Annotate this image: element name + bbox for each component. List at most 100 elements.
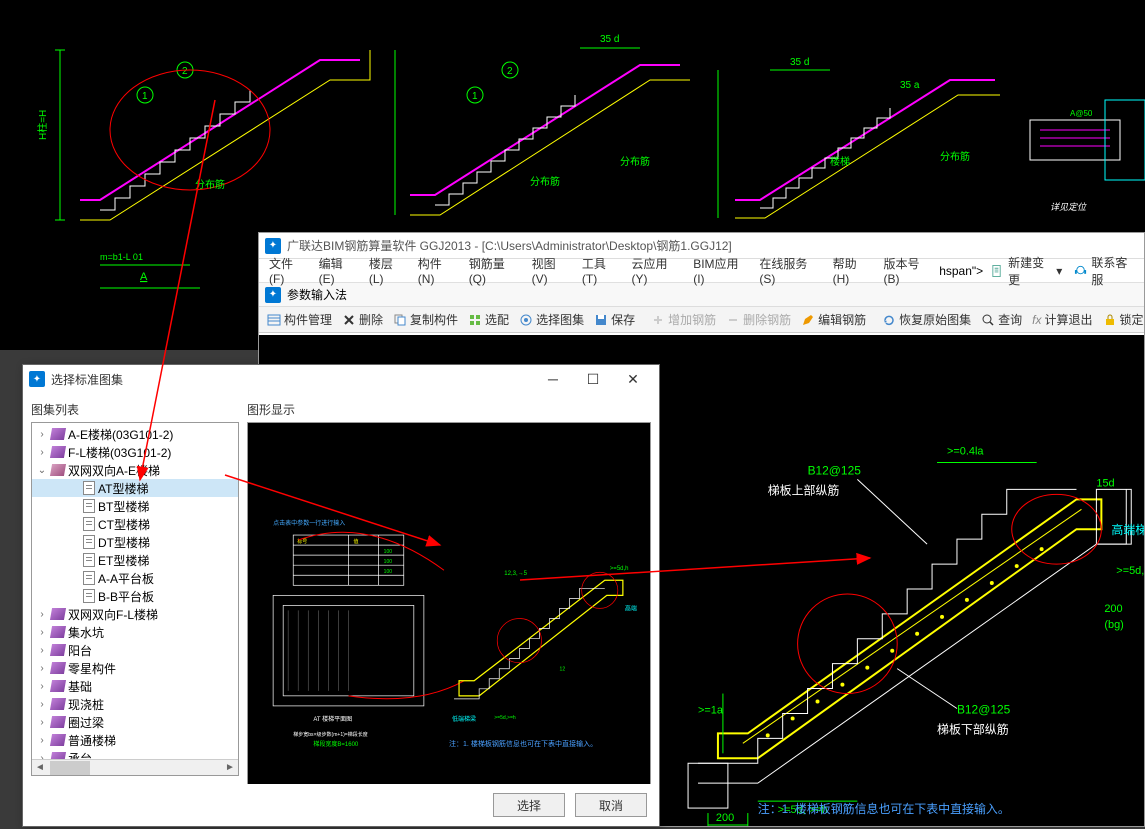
minus-icon	[726, 313, 740, 327]
tree-stair[interactable]: 普通楼梯	[68, 732, 116, 749]
menu-rebar[interactable]: 钢筋量(Q)	[463, 253, 526, 288]
menu-bim[interactable]: BIM应用(I)	[687, 253, 753, 288]
svg-text:点击表中参数一行进行输入: 点击表中参数一行进行输入	[273, 519, 345, 527]
tree-bb[interactable]: B-B平台板	[98, 588, 154, 605]
tree-sump[interactable]: 集水坑	[68, 624, 104, 641]
svg-text:100: 100	[384, 549, 393, 555]
tree-pile[interactable]: 现浇桩	[68, 696, 104, 713]
menu-tools[interactable]: 工具(T)	[576, 253, 626, 288]
x-icon	[342, 313, 356, 327]
svg-text:高端: 高端	[625, 604, 637, 612]
tree-ae[interactable]: A-E楼梯(03G101-2)	[68, 426, 173, 443]
svg-text:注：1. 楼梯板钢筋信息也可在下表中直接输入。: 注：1. 楼梯板钢筋信息也可在下表中直接输入。	[449, 739, 597, 748]
tree-pane: 图集列表 ›A-E楼梯(03G101-2) ›F-L楼梯(03G101-2) ⌄…	[31, 401, 239, 776]
tool-delete[interactable]: 删除	[338, 309, 387, 330]
menu-help[interactable]: 帮助(H)	[827, 253, 878, 288]
svg-text:>=1a: >=1a	[698, 704, 724, 716]
menu-floor[interactable]: 楼层(L)	[363, 253, 412, 288]
tree-dt[interactable]: DT型楼梯	[98, 534, 150, 551]
preview-label: 图形显示	[247, 401, 651, 418]
sub-icon: ✦	[265, 287, 281, 303]
svg-text:>=0.4la: >=0.4la	[947, 446, 984, 458]
tool-calcexit[interactable]: fx 计算退出	[1028, 309, 1096, 330]
tool-select[interactable]: 选配	[464, 309, 513, 330]
menu-cloud[interactable]: 云应用(Y)	[626, 253, 688, 288]
menu-file[interactable]: 文件(F)	[263, 253, 313, 288]
svg-text:B12@125: B12@125	[808, 463, 862, 477]
menubar: 文件(F) 编辑(E) 楼层(L) 构件(N) 钢筋量(Q) 视图(V) 工具(…	[259, 259, 1144, 283]
svg-text:H柱=H: H柱=H	[36, 110, 49, 140]
refresh-icon	[882, 313, 896, 327]
tree-dual-ae[interactable]: 双网双向A-E楼梯	[68, 462, 160, 479]
headset-icon	[1074, 264, 1087, 278]
tool-manager[interactable]: 构件管理	[263, 309, 336, 330]
atlas-dialog: ✦ 选择标准图集 ─ ☐ ✕ 图集列表 ›A-E楼梯(03G101-2) ›F-…	[22, 364, 660, 827]
svg-text:分布筋: 分布筋	[940, 150, 970, 163]
svg-text:梯板下部纵筋: 梯板下部纵筋	[937, 721, 1009, 736]
new-change-button[interactable]: 新建变更 ▾	[987, 252, 1066, 290]
dialog-titlebar[interactable]: ✦ 选择标准图集 ─ ☐ ✕	[23, 365, 659, 393]
tree-dual-fl[interactable]: 双网双向F-L楼梯	[68, 606, 158, 623]
close-button[interactable]: ✕	[613, 365, 653, 393]
tree-hscroll[interactable]: ◄►	[32, 759, 238, 775]
tree-at[interactable]: AT型楼梯	[98, 480, 148, 497]
tree-balcony[interactable]: 阳台	[68, 642, 92, 659]
search-icon	[981, 313, 995, 327]
dialog-icon: ✦	[29, 371, 45, 387]
tree-foundation[interactable]: 基础	[68, 678, 92, 695]
tool-lock[interactable]: 锁定脚本	[1099, 309, 1144, 330]
menu-view[interactable]: 视图(V)	[526, 253, 576, 288]
tree-fl[interactable]: F-L楼梯(03G101-2)	[68, 444, 171, 461]
sub-title-text: 参数输入法	[287, 286, 347, 303]
preview-canvas[interactable]: 标号值 100 100 100 AT 楼梯平面图 梯步宽bs×级步数(m+1)=…	[247, 422, 651, 784]
dialog-footer: 选择 取消	[23, 784, 659, 826]
svg-text:A@50: A@50	[1070, 109, 1093, 118]
tree-aa[interactable]: A-A平台板	[98, 570, 154, 587]
ok-button[interactable]: 选择	[493, 793, 565, 817]
svg-text:梯步宽bs×级步数(m+1)=梯段长度: 梯步宽bs×级步数(m+1)=梯段长度	[293, 731, 368, 738]
cancel-button[interactable]: 取消	[575, 793, 647, 817]
tool-delbar[interactable]: 删除钢筋	[722, 309, 795, 330]
tool-restore[interactable]: 恢复原始图集	[878, 309, 975, 330]
tool-addbar[interactable]: 增加钢筋	[647, 309, 720, 330]
menu-online[interactable]: 在线服务(S)	[753, 253, 826, 288]
tool-copy[interactable]: 复制构件	[389, 309, 462, 330]
save-icon	[594, 313, 608, 327]
menu-version[interactable]: 版本号(B)	[877, 253, 939, 288]
svg-text:100: 100	[384, 559, 393, 565]
svg-text:分布筋: 分布筋	[530, 175, 560, 188]
tool-editbar[interactable]: 编辑钢筋	[797, 309, 870, 330]
tool-query[interactable]: 查询	[977, 309, 1026, 330]
svg-text:分布筋: 分布筋	[195, 178, 225, 191]
target-icon	[519, 313, 533, 327]
svg-text:(bg): (bg)	[1104, 619, 1123, 631]
svg-text:35 d: 35 d	[600, 34, 619, 45]
tree-bt[interactable]: BT型楼梯	[98, 498, 149, 515]
svg-text:A: A	[140, 271, 148, 283]
minimize-button[interactable]: ─	[533, 365, 573, 393]
tree-ct[interactable]: CT型楼梯	[98, 516, 150, 533]
pencil-icon	[801, 313, 815, 327]
tool-atlas[interactable]: 选择图集	[515, 309, 588, 330]
svg-text:1: 1	[472, 91, 478, 102]
svg-text:梯板上部纵筋: 梯板上部纵筋	[768, 482, 840, 497]
tree-ringbeam[interactable]: 圈过梁	[68, 714, 104, 731]
svg-text:200: 200	[1104, 603, 1122, 615]
svg-text:15d: 15d	[1096, 477, 1114, 489]
contact-button[interactable]: 联系客服	[1070, 252, 1140, 290]
menu-component[interactable]: 构件(N)	[412, 253, 463, 288]
svg-text:梯段宽度B=1600: 梯段宽度B=1600	[313, 740, 359, 748]
maximize-button[interactable]: ☐	[573, 365, 613, 393]
tree-list[interactable]: ›A-E楼梯(03G101-2) ›F-L楼梯(03G101-2) ⌄双网双向A…	[31, 422, 239, 776]
tree-misc[interactable]: 零星构件	[68, 660, 116, 677]
svg-text:35 a: 35 a	[900, 80, 920, 91]
svg-text:1: 1	[142, 91, 148, 102]
svg-text:12,3,→5: 12,3,→5	[504, 571, 527, 577]
plus-icon	[651, 313, 665, 327]
tool-save[interactable]: 保存	[590, 309, 639, 330]
svg-text:>=5d, >=h: >=5d, >=h	[1116, 565, 1144, 577]
tree-et[interactable]: ET型楼梯	[98, 552, 149, 569]
menu-edit[interactable]: 编辑(E)	[313, 253, 363, 288]
svg-text:m=b1-L 01: m=b1-L 01	[100, 252, 143, 262]
svg-text:楼梯: 楼梯	[830, 155, 850, 168]
